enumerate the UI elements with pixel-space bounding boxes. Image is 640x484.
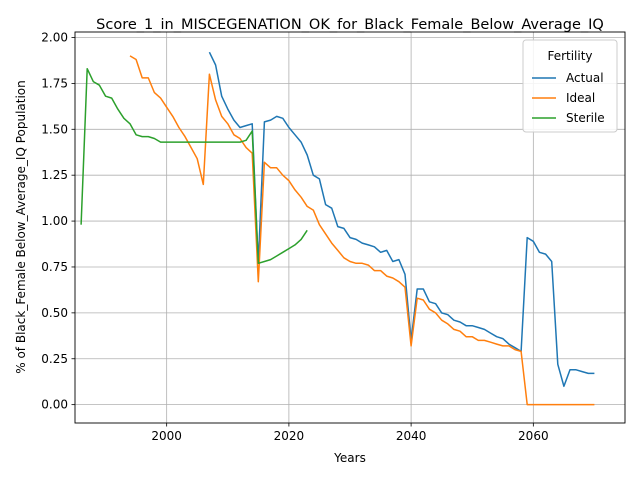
x-axis-label: Years — [333, 451, 366, 465]
series-lines — [80, 51, 595, 406]
y-tick-label: 1.50 — [41, 122, 68, 136]
series-line-sterile — [80, 67, 308, 265]
legend-label-ideal: Ideal — [566, 91, 595, 105]
grid — [75, 32, 625, 423]
y-axis: 0.00 0.25 0.50 0.75 1.00 1.25 1.50 1.75 2.00 — [41, 31, 75, 412]
legend-label-sterile: Sterile — [566, 111, 605, 125]
legend-box — [522, 39, 618, 133]
y-tick-label: 1.00 — [41, 214, 68, 228]
x-tick-label: 2060 — [518, 429, 549, 443]
legend-label-actual: Actual — [566, 71, 604, 85]
x-tick-label: 2040 — [396, 429, 427, 443]
series-line-actual — [208, 51, 595, 388]
x-tick-label: 2020 — [274, 429, 305, 443]
y-tick-label: 0.00 — [41, 398, 68, 412]
y-tick-label: 2.00 — [41, 31, 68, 45]
plot-frame — [74, 31, 626, 424]
y-tick-label: 1.75 — [41, 76, 68, 90]
legend-items: Actual Ideal Sterile — [532, 71, 605, 125]
y-axis-label: % of Black_Female Below_Average_IQ Popul… — [14, 80, 28, 374]
legend-title: Fertility — [547, 49, 592, 63]
chart-title: Score_1_in_MISCEGENATION_OK_for_Black_Fe… — [96, 17, 604, 33]
series-line-ideal — [129, 55, 595, 406]
x-tick-label: 2000 — [151, 429, 182, 443]
y-tick-label: 0.50 — [41, 306, 68, 320]
legend: Fertility Actual Ideal Sterile — [522, 39, 618, 133]
y-tick-label: 0.75 — [41, 260, 68, 274]
y-tick-label: 0.25 — [41, 352, 68, 366]
y-tick-label: 1.25 — [41, 168, 68, 182]
x-axis: 2000 2020 2040 2060 — [151, 423, 549, 443]
